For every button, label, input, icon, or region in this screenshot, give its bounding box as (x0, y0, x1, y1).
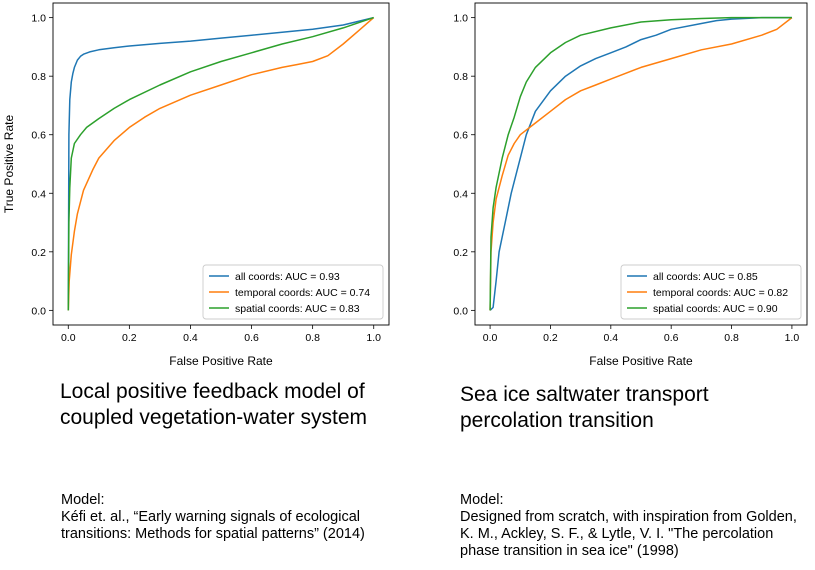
model-citation-left: Model: Kéfi et. al., “Early warning sign… (61, 492, 381, 543)
x-tick-label: 0.8 (724, 332, 739, 344)
roc-chart-left: 0.0 0.2 0.4 0.6 0.8 1.0 0.0 0.2 0.4 0.6 0.8 1.0 Fals… (2, 2, 390, 368)
series-line-0 (489, 16, 792, 311)
legend-label: temporal coords: AUC = 0.74 (235, 287, 370, 299)
legend-label: spatial coords: AUC = 0.90 (653, 303, 778, 315)
x-tick-label: 0.2 (543, 332, 558, 344)
x-tick-label: 0.6 (244, 332, 259, 344)
series-line-2 (67, 16, 374, 311)
model-text-left: Kéfi et. al., “Early warning signals of … (61, 509, 365, 542)
x-tick-label: 1.0 (366, 332, 381, 344)
x-tick-label: 0.4 (604, 332, 619, 344)
series-line-0 (67, 16, 374, 311)
x-axis-label: False Positive Rate (169, 354, 273, 368)
x-tick-label: 0.0 (483, 332, 498, 344)
y-tick-label: 1.0 (453, 13, 468, 25)
y-tick-label: 0.0 (453, 305, 468, 317)
roc-chart-right: 0.0 0.2 0.4 0.6 0.8 1.0 0.0 0.2 0.4 0.6 0.8 1.0 Fals… (453, 2, 808, 368)
y-tick-label: 0.6 (453, 130, 468, 142)
model-label-left: Model: (61, 492, 105, 508)
panel-title-left: Local positive feedback model of coupled… (60, 380, 367, 429)
y-axis-label: True Positive Rate (2, 115, 16, 214)
model-text-right: Designed from scratch, with inspiration … (460, 509, 797, 559)
model-citation-right: Model: Designed from scratch, with inspi… (460, 492, 805, 560)
y-tick-label: 1.0 (31, 13, 46, 25)
legend-label: all coords: AUC = 0.93 (235, 271, 340, 283)
panel-title-right: Sea ice saltwater transport percolation … (460, 383, 709, 432)
legend-label: spatial coords: AUC = 0.83 (235, 303, 360, 315)
x-tick-label: 0.6 (664, 332, 679, 344)
x-tick-label: 0.2 (122, 332, 137, 344)
series-line-1 (489, 17, 793, 311)
legend (620, 264, 802, 320)
legend (202, 264, 384, 320)
plot-frame (52, 2, 390, 326)
plot-frame (474, 2, 808, 326)
series-line-1 (67, 17, 375, 311)
y-tick-label: 0.4 (31, 188, 46, 200)
y-tick-label: 0.0 (31, 305, 46, 317)
x-tick-label: 1.0 (785, 332, 800, 344)
y-tick-label: 0.2 (31, 247, 46, 259)
x-tick-label: 0.4 (183, 332, 198, 344)
y-tick-label: 0.8 (31, 71, 46, 83)
series-line-2 (489, 16, 792, 311)
legend-label: temporal coords: AUC = 0.82 (653, 287, 788, 299)
y-tick-label: 0.4 (453, 188, 468, 200)
y-tick-label: 0.6 (31, 130, 46, 142)
x-axis-label: False Positive Rate (589, 354, 693, 368)
y-tick-label: 0.8 (453, 71, 468, 83)
x-tick-label: 0.0 (61, 332, 76, 344)
x-tick-label: 0.8 (305, 332, 320, 344)
y-tick-label: 0.2 (453, 247, 468, 259)
legend-label: all coords: AUC = 0.85 (653, 271, 758, 283)
model-label-right: Model: (460, 492, 504, 508)
